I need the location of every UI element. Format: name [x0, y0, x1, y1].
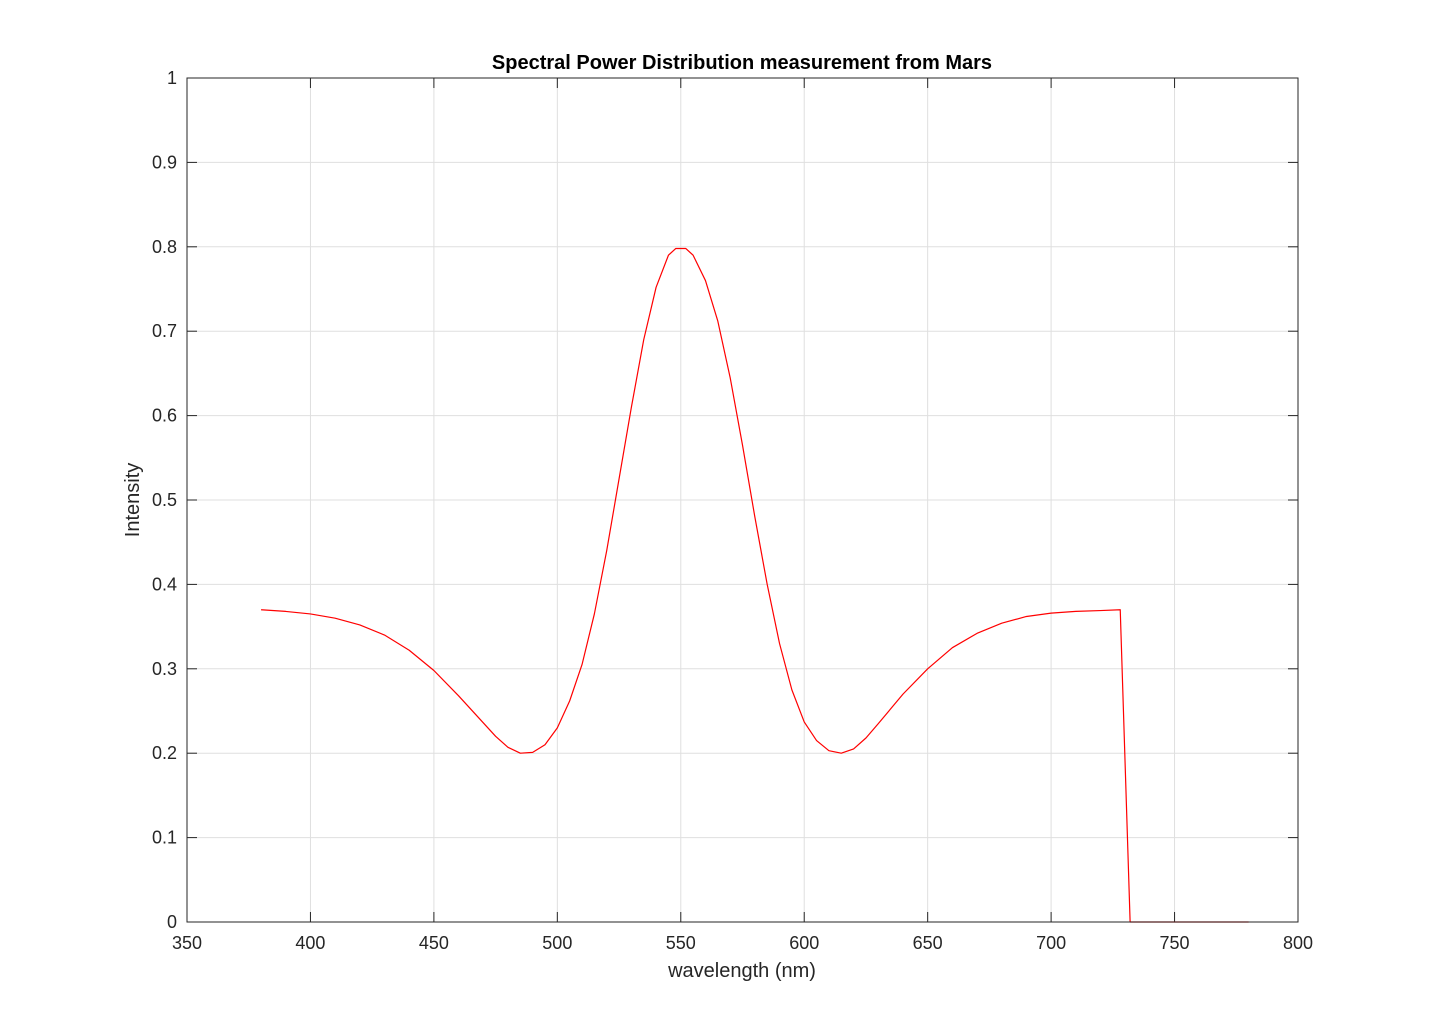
- x-tick-label: 350: [172, 933, 202, 953]
- y-tick-label: 0.3: [152, 659, 177, 679]
- x-axis-label: wavelength (nm): [667, 960, 816, 982]
- chart-title: Spectral Power Distribution measurement …: [492, 52, 992, 74]
- y-tick-label: 0.4: [152, 574, 177, 594]
- y-tick-label: 0.8: [152, 237, 177, 257]
- x-tick-label: 800: [1283, 933, 1313, 953]
- y-tick-label: 0: [167, 912, 177, 932]
- x-tick-label: 600: [789, 933, 819, 953]
- x-tick-label: 650: [913, 933, 943, 953]
- y-tick-label: 0.1: [152, 828, 177, 848]
- axes-box: [186, 77, 1299, 923]
- x-tick-label: 550: [666, 933, 696, 953]
- x-tick-label: 450: [419, 933, 449, 953]
- tick-labels: 350 400 450 500 550 600 650 700 750 800 0 0.1 0.2 0.3…: [152, 68, 1313, 953]
- y-tick-label: 0.5: [152, 490, 177, 510]
- plot-series: [261, 247, 1249, 923]
- x-tick-label: 500: [542, 933, 572, 953]
- x-tick-label: 700: [1036, 933, 1066, 953]
- y-axis-label: Intensity: [122, 463, 144, 537]
- grid-lines: [186, 77, 1299, 923]
- x-tick-label: 400: [295, 933, 325, 953]
- series-line: [261, 247, 1249, 923]
- y-tick-label: 0.2: [152, 743, 177, 763]
- x-tick-label: 750: [1160, 933, 1190, 953]
- y-tick-label: 1: [167, 68, 177, 88]
- y-tick-label: 0.6: [152, 406, 177, 426]
- y-tick-label: 0.7: [152, 321, 177, 341]
- y-tick-label: 0.9: [152, 152, 177, 172]
